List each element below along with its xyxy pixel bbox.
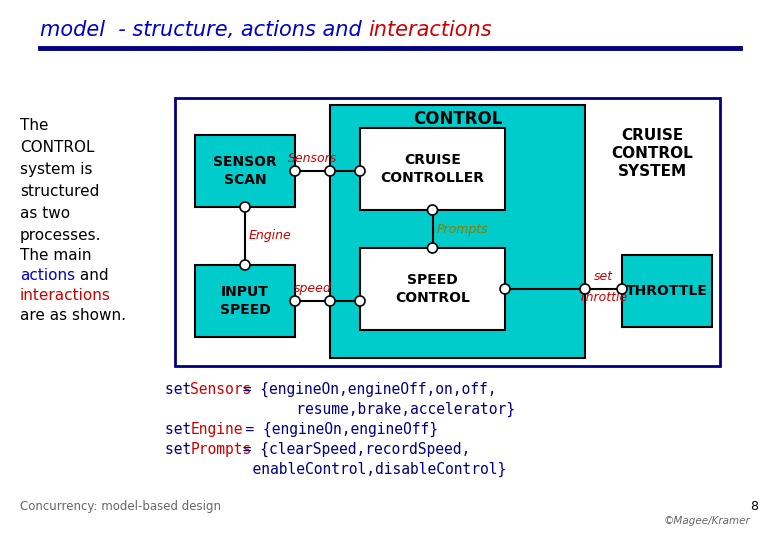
Bar: [330, 105, 585, 358]
Circle shape: [355, 296, 365, 306]
Text: = {engineOn,engineOff}: = {engineOn,engineOff}: [228, 422, 438, 437]
Text: Concurrency: model-based design: Concurrency: model-based design: [20, 500, 221, 513]
Bar: [195, 265, 295, 337]
Circle shape: [427, 243, 438, 253]
Text: = {engineOn,engineOff,on,off,: = {engineOn,engineOff,on,off,: [235, 382, 497, 397]
Text: resume,brake,accelerator}: resume,brake,accelerator}: [165, 402, 515, 417]
Bar: [360, 248, 505, 330]
Circle shape: [240, 260, 250, 270]
Text: set: set: [165, 442, 200, 457]
Text: set: set: [165, 422, 200, 437]
Circle shape: [325, 166, 335, 176]
Text: Sensors: Sensors: [288, 152, 337, 165]
Text: INPUT: INPUT: [221, 285, 269, 299]
Text: ©Magee/Kramer: ©Magee/Kramer: [663, 516, 750, 526]
Text: THROTTLE: THROTTLE: [626, 284, 708, 298]
Text: CRUISE: CRUISE: [404, 153, 461, 167]
Text: processes.: processes.: [20, 228, 101, 243]
Text: The main: The main: [20, 248, 91, 263]
Circle shape: [240, 202, 250, 212]
Text: SENSOR: SENSOR: [213, 155, 277, 169]
Bar: [360, 128, 505, 210]
Text: Prompts: Prompts: [190, 442, 251, 457]
Text: interactions: interactions: [368, 20, 491, 40]
Circle shape: [355, 166, 365, 176]
Text: are as shown.: are as shown.: [20, 308, 126, 323]
Circle shape: [500, 284, 510, 294]
Circle shape: [580, 284, 590, 294]
Text: 8: 8: [750, 500, 758, 513]
Text: CONTROLLER: CONTROLLER: [381, 171, 484, 185]
Text: enableControl,disableControl}: enableControl,disableControl}: [165, 462, 506, 477]
Text: CONTROL: CONTROL: [20, 140, 94, 155]
Text: actions: actions: [20, 268, 75, 283]
Text: set: set: [594, 270, 613, 283]
Text: structured: structured: [20, 184, 99, 199]
Text: SPEED: SPEED: [407, 273, 458, 287]
Text: system is: system is: [20, 162, 93, 177]
Text: set: set: [165, 382, 200, 397]
Circle shape: [325, 296, 335, 306]
Bar: [175, 98, 720, 366]
Text: Throttle: Throttle: [579, 291, 628, 304]
Circle shape: [290, 166, 300, 176]
Text: = {clearSpeed,recordSpeed,: = {clearSpeed,recordSpeed,: [235, 442, 470, 457]
Text: Prompts: Prompts: [437, 222, 488, 235]
Circle shape: [290, 296, 300, 306]
Circle shape: [617, 284, 627, 294]
Text: The: The: [20, 118, 48, 133]
Bar: [195, 135, 295, 207]
Text: model  - structure, actions and: model - structure, actions and: [40, 20, 368, 40]
Text: Engine: Engine: [249, 230, 292, 242]
Text: CRUISE: CRUISE: [622, 127, 683, 143]
Text: CONTROL: CONTROL: [395, 291, 470, 305]
Text: speed: speed: [293, 282, 331, 295]
Text: Engine: Engine: [190, 422, 243, 437]
Text: SCAN: SCAN: [224, 173, 266, 187]
Text: and: and: [75, 268, 108, 283]
Text: SPEED: SPEED: [220, 303, 271, 317]
Text: CONTROL: CONTROL: [413, 110, 502, 128]
Text: CONTROL: CONTROL: [612, 145, 693, 160]
Text: as two: as two: [20, 206, 70, 221]
Text: SYSTEM: SYSTEM: [618, 164, 687, 179]
Bar: [622, 255, 712, 327]
Text: interactions: interactions: [20, 288, 111, 303]
Text: Sensors: Sensors: [190, 382, 251, 397]
Circle shape: [427, 205, 438, 215]
